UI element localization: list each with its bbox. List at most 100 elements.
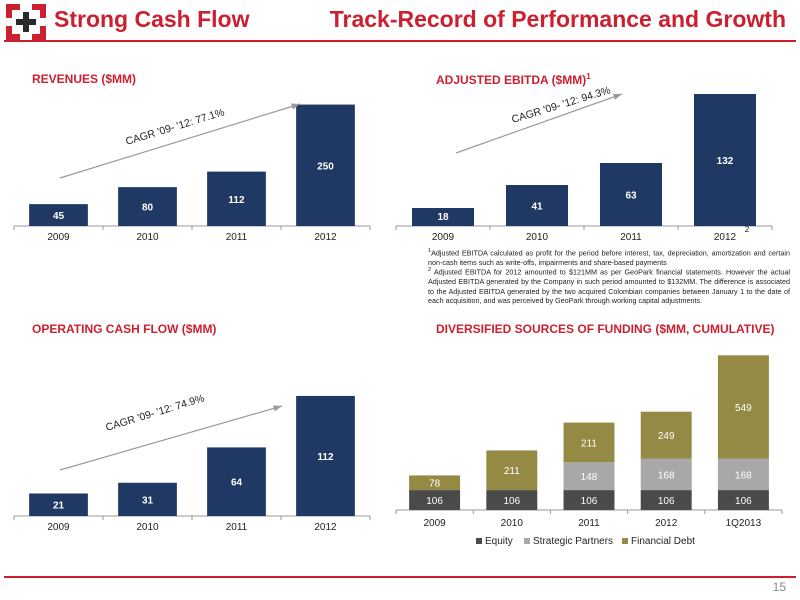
revenues-tick-label: 2011 <box>226 232 248 243</box>
funding-bar-financial-debt <box>717 355 769 459</box>
ebitda-title: ADJUSTED EBITDA ($MM)1 <box>436 72 591 87</box>
funding-bar-equity <box>409 490 461 510</box>
footnote-1: 1Adjusted EBITDA calculated as profit fo… <box>428 248 790 267</box>
footnote-1-marker: 1 <box>428 248 432 254</box>
funding-data-label: 106 <box>658 496 675 507</box>
ocf-tick-label: 2011 <box>226 522 248 533</box>
ebitda-tick-label: 2011 <box>620 232 642 243</box>
ocf-data-label: 64 <box>231 478 243 489</box>
funding-bar-strategic-partners <box>640 458 692 491</box>
ocf-bar <box>29 493 88 516</box>
revenues-tick-label: 2010 <box>136 232 159 243</box>
funding-tick-label: 2012 <box>655 518 678 529</box>
funding-legend-label: Equity <box>485 536 513 547</box>
funding-bar-financial-debt <box>486 450 538 491</box>
footer-rule <box>4 576 796 578</box>
ocf-tick-label: 2012 <box>314 522 337 533</box>
footnote-2-marker: 2 <box>428 267 432 274</box>
ocf-data-label: 112 <box>317 452 334 463</box>
ebitda-data-label: 63 <box>625 191 637 202</box>
funding-tick-label: 1Q2013 <box>726 518 762 529</box>
revenues-data-label: 112 <box>228 195 245 206</box>
revenues-data-label: 250 <box>317 161 334 172</box>
revenues-cagr-label: CAGR '09- '12: 77.1% <box>124 106 226 147</box>
ebitda-bar <box>505 185 569 226</box>
funding-bar-financial-debt <box>640 411 692 459</box>
ocf-bar <box>296 395 355 516</box>
funding-data-label: 211 <box>504 466 520 477</box>
funding-data-label: 106 <box>581 496 598 507</box>
funding-bar-strategic-partners <box>717 458 769 491</box>
revenues-bar <box>118 187 177 226</box>
ebitda-tick-label: 2009 <box>432 232 455 243</box>
funding-data-label: 148 <box>581 472 598 483</box>
funding-legend-label: Strategic Partners <box>533 536 613 547</box>
ebitda-data-label: 132 <box>717 156 734 167</box>
funding-bar-equity <box>640 490 692 510</box>
funding-title: DIVERSIFIED SOURCES OF FUNDING ($MM, CUM… <box>436 322 775 336</box>
funding-bar-equity <box>717 490 769 510</box>
ebitda-data-label: 41 <box>531 202 543 213</box>
funding-data-label: 249 <box>658 431 675 442</box>
funding-legend-swatch <box>622 538 628 544</box>
funding-data-label: 106 <box>735 496 752 507</box>
ebitda-bar <box>411 208 475 226</box>
ocf-tick-label: 2010 <box>136 522 159 533</box>
funding-data-label: 106 <box>426 496 443 507</box>
ebitda-title-footnote-marker: 1 <box>586 72 591 81</box>
revenues-bar <box>296 104 355 226</box>
ebitda-data-label: 18 <box>437 212 449 223</box>
funding-tick-label: 2011 <box>578 518 600 529</box>
ocf-bar <box>118 482 177 516</box>
funding-bar-financial-debt <box>563 422 615 463</box>
ocf-title: OPERATING CASH FLOW ($MM) <box>32 322 217 336</box>
funding-bar-strategic-partners <box>563 462 615 491</box>
funding-data-label: 168 <box>658 470 675 481</box>
funding-legend-swatch <box>524 538 530 544</box>
footnotes: 1Adjusted EBITDA calculated as profit fo… <box>428 248 790 306</box>
page-number: 15 <box>772 580 786 594</box>
header-rule <box>4 40 796 42</box>
revenues-data-label: 80 <box>142 203 154 214</box>
ebitda-cagr-arrow <box>455 93 623 154</box>
funding-data-label: 106 <box>503 496 520 507</box>
header-title-left: Strong Cash Flow <box>54 6 250 32</box>
footnote-1-text: Adjusted EBITDA calculated as profit for… <box>428 248 790 267</box>
ebitda-bar <box>599 163 663 226</box>
revenues-bar <box>207 171 266 226</box>
funding-tick-label: 2010 <box>501 518 524 529</box>
ebitda-cagr-label: CAGR '09- '12: 94.3% <box>510 84 612 125</box>
revenues-cagr-arrowhead <box>291 103 300 110</box>
funding-data-label: 168 <box>735 470 752 481</box>
footnote-2-text: Adjusted EBITDA for 2012 amounted to $12… <box>428 267 790 306</box>
funding-legend-label: Financial Debt <box>631 536 695 547</box>
ocf-data-label: 31 <box>142 495 154 506</box>
ebitda-tick-label: 2012 <box>714 232 737 243</box>
footnote-2: 2 Adjusted EBITDA for 2012 amounted to $… <box>428 267 790 305</box>
ocf-cagr-arrow <box>59 405 283 471</box>
ebitda-cagr-arrowhead <box>613 93 622 100</box>
funding-bar-equity <box>563 490 615 510</box>
revenues-title: REVENUES ($MM) <box>32 72 137 86</box>
funding-bar-equity <box>486 490 538 510</box>
ebitda-bar <box>693 94 757 226</box>
funding-data-label: 78 <box>429 479 441 490</box>
ocf-cagr-label: CAGR '09- '12: 74.9% <box>104 392 206 433</box>
ebitda-title-text: ADJUSTED EBITDA ($MM) <box>436 73 587 87</box>
funding-bar-financial-debt <box>409 475 461 491</box>
ocf-data-label: 21 <box>53 501 65 512</box>
funding-data-label: 549 <box>735 403 752 414</box>
revenues-tick-label: 2012 <box>314 232 337 243</box>
ebitda-tick-note: 2 <box>745 225 750 234</box>
ocf-cagr-arrowhead <box>273 405 282 412</box>
revenues-cagr-arrow <box>59 103 301 179</box>
ebitda-tick-label: 2010 <box>526 232 549 243</box>
ocf-bar <box>207 447 266 516</box>
revenues-data-label: 45 <box>53 211 65 222</box>
revenues-tick-label: 2009 <box>47 232 70 243</box>
revenues-bar <box>29 204 88 226</box>
ocf-tick-label: 2009 <box>47 522 70 533</box>
geopark-logo <box>6 4 46 40</box>
funding-data-label: 211 <box>581 438 597 449</box>
header-title-right: Track-Record of Performance and Growth <box>329 6 786 32</box>
